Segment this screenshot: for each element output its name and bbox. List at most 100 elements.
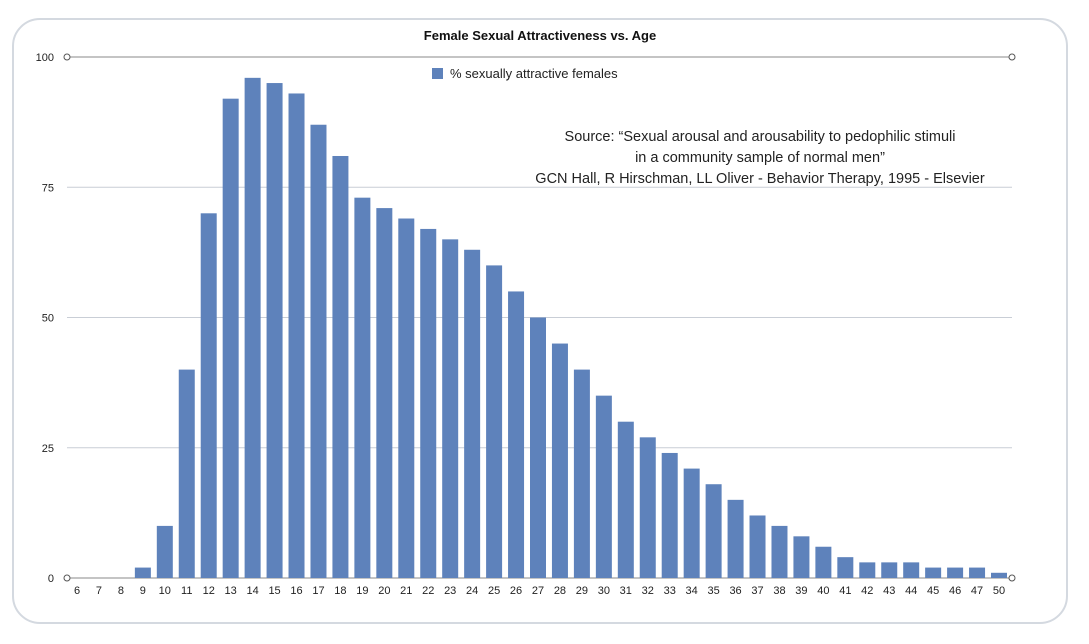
- x-tick-label: 44: [905, 585, 917, 597]
- axis-endpoint-marker: [1008, 53, 1016, 61]
- bar: [398, 218, 415, 578]
- bar: [727, 499, 744, 578]
- x-tick-label: 30: [598, 585, 610, 597]
- bar: [442, 239, 459, 578]
- bar: [639, 437, 656, 578]
- source-line-2: in a community sample of normal men”: [635, 150, 885, 166]
- x-tick-label: 36: [729, 585, 741, 597]
- bar: [573, 369, 590, 578]
- bar: [815, 546, 832, 578]
- y-tick-label: 75: [42, 182, 54, 194]
- bar: [310, 124, 327, 578]
- bar: [705, 484, 722, 578]
- x-tick-label: 27: [532, 585, 544, 597]
- y-tick-label: 25: [42, 443, 54, 455]
- x-tick-label: 40: [817, 585, 829, 597]
- y-tick-label: 50: [42, 313, 54, 325]
- bar: [354, 197, 371, 579]
- bar: [222, 98, 239, 579]
- y-axis-ticks: 0 25 50 75 100: [36, 52, 54, 585]
- x-tick-label: 39: [795, 585, 807, 597]
- x-tick-label: 13: [225, 585, 237, 597]
- bar: [749, 515, 766, 578]
- x-tick-label: 35: [707, 585, 719, 597]
- x-tick-label: 24: [466, 585, 478, 597]
- bars: [134, 77, 1007, 579]
- bar: [178, 369, 195, 578]
- x-tick-label: 16: [290, 585, 302, 597]
- x-tick-label: 17: [312, 585, 324, 597]
- x-tick-label: 21: [400, 585, 412, 597]
- x-tick-label: 29: [576, 585, 588, 597]
- x-tick-label: 28: [554, 585, 566, 597]
- axis-endpoint-marker: [63, 574, 71, 582]
- x-tick-label: 50: [993, 585, 1005, 597]
- x-tick-label: 41: [839, 585, 851, 597]
- x-tick-label: 19: [356, 585, 368, 597]
- bar: [793, 536, 810, 578]
- x-tick-label: 42: [861, 585, 873, 597]
- x-tick-label: 34: [686, 585, 698, 597]
- source-line-3: GCN Hall, R Hirschman, LL Oliver - Behav…: [535, 171, 985, 187]
- x-tick-label: 8: [118, 585, 124, 597]
- x-tick-label: 23: [444, 585, 456, 597]
- bar: [617, 421, 634, 578]
- axis-endpoint-marker: [63, 53, 71, 61]
- x-tick-label: 47: [971, 585, 983, 597]
- bar: [244, 77, 261, 578]
- x-tick-label: 43: [883, 585, 895, 597]
- bar: [881, 562, 898, 578]
- bar: [837, 557, 854, 578]
- bar: [156, 525, 173, 578]
- x-tick-label: 22: [422, 585, 434, 597]
- x-tick-label: 38: [773, 585, 785, 597]
- bar: [420, 228, 437, 578]
- x-tick-label: 7: [96, 585, 102, 597]
- x-axis-ticks: 6 7 8 9 10 11 12 13 14 15 16 17 18 19 20 21 22 23 24 25 26 27…: [74, 585, 1005, 597]
- bar: [947, 567, 964, 578]
- bar: [464, 249, 481, 578]
- source-line-1: Source: “Sexual arousal and arousability…: [565, 129, 956, 145]
- bar: [486, 265, 503, 578]
- bar: [332, 155, 349, 579]
- bar: [969, 567, 986, 578]
- bar: [859, 562, 876, 578]
- x-tick-label: 15: [268, 585, 280, 597]
- x-tick-label: 11: [181, 585, 192, 597]
- bar: [925, 567, 942, 578]
- x-tick-label: 31: [620, 585, 632, 597]
- bar: [771, 525, 788, 578]
- bar: [376, 208, 393, 578]
- x-tick-label: 9: [140, 585, 146, 597]
- x-tick-label: 26: [510, 585, 522, 597]
- legend-label: % sexually attractive females: [450, 66, 618, 81]
- bar: [288, 93, 305, 578]
- bar: [266, 83, 283, 579]
- y-tick-label: 0: [48, 573, 54, 585]
- x-tick-label: 12: [203, 585, 215, 597]
- y-tick-label: 100: [36, 52, 54, 64]
- legend: % sexually attractive females: [432, 66, 618, 81]
- bar: [683, 468, 700, 578]
- x-tick-label: 32: [642, 585, 654, 597]
- x-tick-label: 33: [664, 585, 676, 597]
- bar: [595, 395, 612, 578]
- bar: [200, 213, 217, 579]
- x-tick-label: 18: [334, 585, 346, 597]
- x-tick-label: 37: [751, 585, 763, 597]
- x-tick-label: 14: [246, 585, 258, 597]
- bar: [661, 452, 678, 578]
- source-annotation: Source: “Sexual arousal and arousability…: [535, 129, 985, 187]
- chart-title: Female Sexual Attractiveness vs. Age: [424, 28, 656, 43]
- bar: [508, 291, 525, 578]
- bar: [134, 567, 151, 578]
- x-tick-label: 6: [74, 585, 80, 597]
- x-tick-label: 25: [488, 585, 500, 597]
- x-tick-label: 46: [949, 585, 961, 597]
- x-tick-label: 45: [927, 585, 939, 597]
- bar: [551, 343, 568, 578]
- x-tick-label: 20: [378, 585, 390, 597]
- legend-swatch: [432, 68, 443, 79]
- bar: [991, 572, 1007, 578]
